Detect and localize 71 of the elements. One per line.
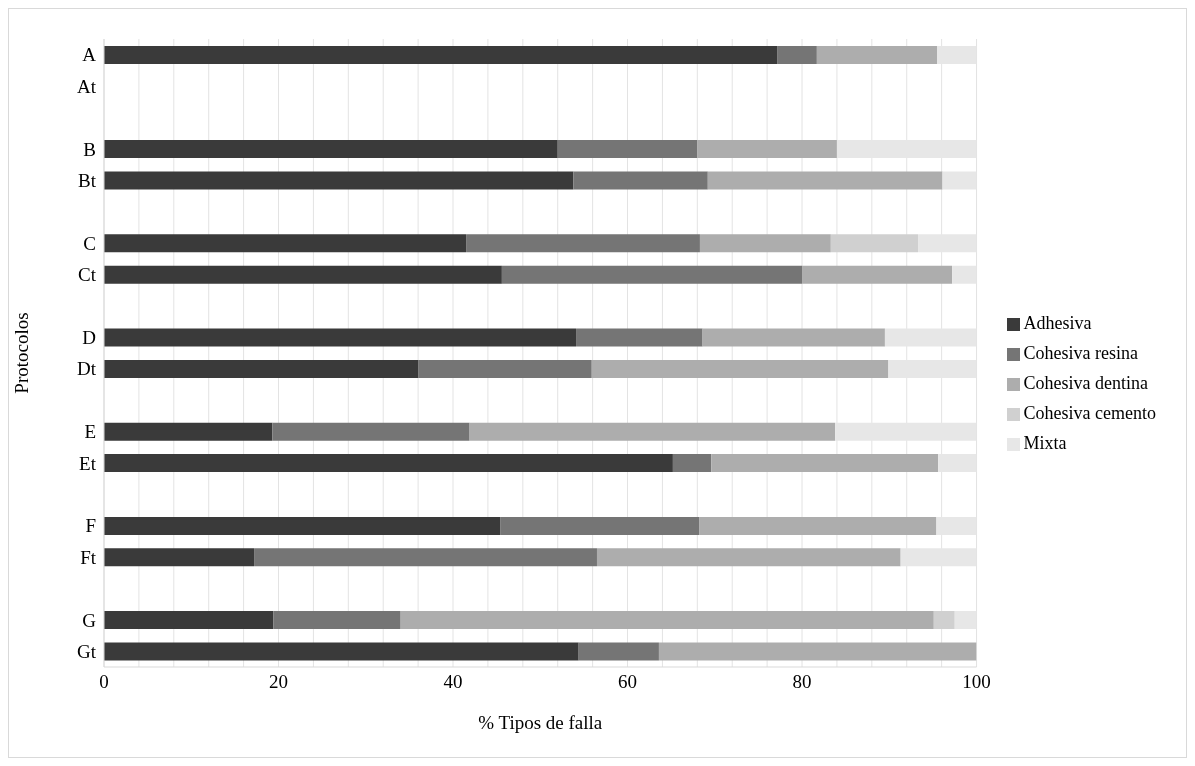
y-axis-title: Protocolos [10, 312, 32, 394]
bar [802, 265, 953, 284]
y-tick-label: B [83, 138, 96, 160]
x-tick-label: 20 [269, 671, 289, 693]
y-tick-label: Gt [77, 641, 97, 663]
y-tick-label: D [82, 327, 96, 349]
bar [711, 454, 939, 473]
bar [273, 611, 401, 630]
legend-label: Mixta [1023, 433, 1067, 453]
x-tick-label: 40 [443, 671, 463, 693]
bar [816, 45, 938, 64]
y-tick-label: Et [79, 452, 97, 474]
bar [707, 171, 943, 190]
y-tick-label: Bt [78, 170, 97, 192]
bar [573, 171, 708, 190]
bar [596, 548, 901, 567]
bar [104, 140, 558, 159]
bar [104, 45, 778, 64]
y-tick-label: E [84, 421, 96, 443]
bar [466, 234, 700, 253]
bar [104, 454, 673, 473]
bar [702, 328, 885, 347]
bar [500, 516, 700, 535]
y-tick-label: C [83, 232, 96, 254]
x-tick-label: 100 [962, 671, 991, 693]
y-tick-label: Ct [78, 264, 97, 286]
bar [942, 171, 977, 190]
bar [830, 234, 919, 253]
y-tick-label: Ft [80, 546, 97, 568]
bar [104, 422, 273, 441]
bar [104, 516, 501, 535]
bar [954, 611, 977, 630]
bar [104, 548, 255, 567]
bar [104, 328, 577, 347]
bar [469, 422, 836, 441]
bar [254, 548, 597, 567]
bar [591, 359, 889, 378]
x-tick-label: 60 [618, 671, 638, 693]
y-tick-label: A [82, 44, 97, 66]
bar [272, 422, 470, 441]
legend-label: Cohesiva resina [1023, 343, 1138, 363]
bar [777, 45, 817, 64]
bar [104, 611, 274, 630]
bar [104, 171, 574, 190]
legend-label: Adhesiva [1023, 313, 1092, 333]
bar [501, 265, 803, 284]
legend-label: Cohesiva cemento [1023, 403, 1156, 423]
y-tick-label: Dt [77, 358, 97, 380]
y-tick-label: F [85, 515, 96, 537]
bar [578, 642, 659, 661]
bar [658, 642, 977, 661]
bar [699, 234, 831, 253]
bar [697, 140, 837, 159]
legend-label: Cohesiva dentina [1023, 373, 1149, 393]
y-tick-label: G [82, 609, 97, 631]
bar [672, 454, 712, 473]
x-axis-title: % Tipos de falla [478, 712, 603, 733]
bar [699, 516, 937, 535]
bar [400, 611, 934, 630]
bar [933, 611, 955, 630]
x-tick-label: 80 [792, 671, 812, 693]
bar [104, 359, 419, 378]
x-tick-label: 0 [99, 671, 109, 693]
y-tick-label: At [77, 75, 97, 97]
bar [104, 642, 579, 661]
bar [576, 328, 703, 347]
bar [557, 140, 698, 159]
bar [952, 265, 977, 284]
bar [104, 265, 502, 284]
bar [418, 359, 592, 378]
bar [104, 234, 467, 253]
